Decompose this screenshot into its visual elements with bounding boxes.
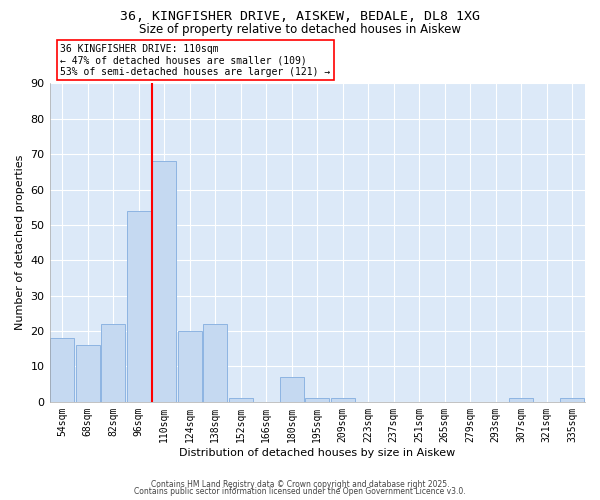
Bar: [76, 345, 100, 402]
Text: Contains public sector information licensed under the Open Government Licence v3: Contains public sector information licen…: [134, 487, 466, 496]
Bar: [101, 324, 125, 402]
Text: Size of property relative to detached houses in Aiskew: Size of property relative to detached ho…: [139, 22, 461, 36]
Bar: [331, 398, 355, 402]
Bar: [229, 398, 253, 402]
Text: Contains HM Land Registry data © Crown copyright and database right 2025.: Contains HM Land Registry data © Crown c…: [151, 480, 449, 489]
Bar: [280, 377, 304, 402]
Bar: [127, 211, 151, 402]
Bar: [560, 398, 584, 402]
Bar: [203, 324, 227, 402]
Bar: [305, 398, 329, 402]
Y-axis label: Number of detached properties: Number of detached properties: [15, 155, 25, 330]
X-axis label: Distribution of detached houses by size in Aiskew: Distribution of detached houses by size …: [179, 448, 455, 458]
Text: 36, KINGFISHER DRIVE, AISKEW, BEDALE, DL8 1XG: 36, KINGFISHER DRIVE, AISKEW, BEDALE, DL…: [120, 10, 480, 23]
Text: 36 KINGFISHER DRIVE: 110sqm
← 47% of detached houses are smaller (109)
53% of se: 36 KINGFISHER DRIVE: 110sqm ← 47% of det…: [60, 44, 331, 77]
Bar: [509, 398, 533, 402]
Bar: [178, 331, 202, 402]
Bar: [50, 338, 74, 402]
Bar: [152, 161, 176, 402]
